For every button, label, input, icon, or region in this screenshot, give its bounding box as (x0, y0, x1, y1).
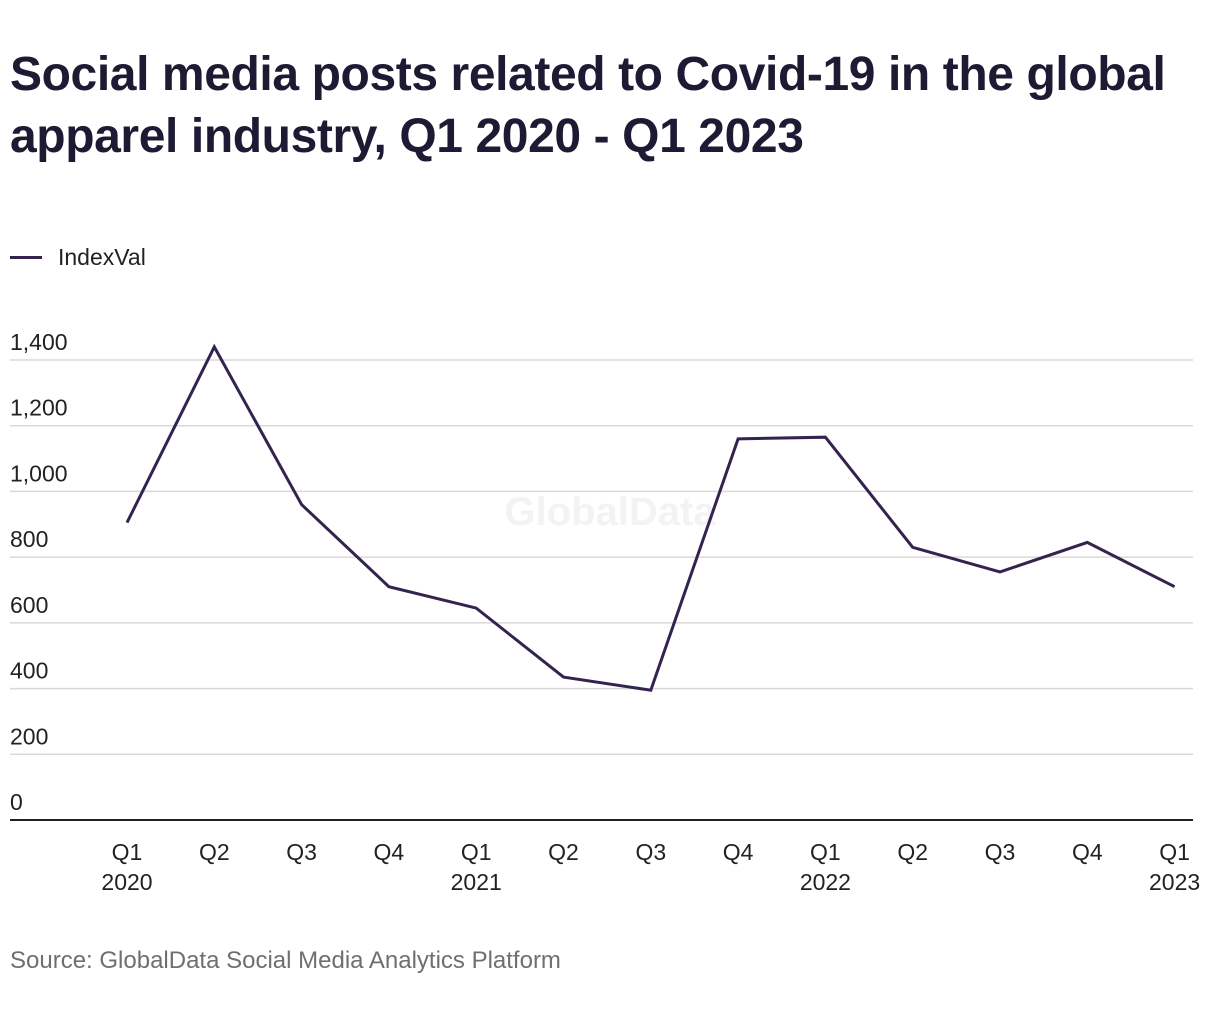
y-tick-label: 200 (10, 723, 48, 749)
legend-label-indexval: IndexVal (58, 243, 146, 270)
x-tick-year-label: 2021 (451, 869, 502, 895)
legend-line-swatch (10, 255, 42, 259)
x-tick-label: Q1 (112, 839, 143, 865)
x-tick-year-label: 2023 (1149, 869, 1200, 895)
x-tick-label: Q2 (199, 839, 230, 865)
watermark: GlobalData (504, 490, 716, 534)
x-tick-label: Q1 (461, 839, 492, 865)
line-chart: GlobalData 02004006008001,0001,2001,400 … (10, 329, 1200, 895)
x-tick-label: Q1 (810, 839, 841, 865)
y-tick-label: 800 (10, 526, 48, 552)
series (125, 343, 1176, 692)
x-tick-label: Q3 (286, 839, 317, 865)
x-tick-year-label: 2020 (101, 869, 152, 895)
y-tick-label: 0 (10, 789, 23, 815)
series-line-indexval (125, 343, 1176, 692)
y-tick-label: 600 (10, 592, 48, 618)
gridlines (10, 359, 1193, 756)
chart-title: Social media posts related to Covid-19 i… (10, 48, 1166, 163)
y-tick-label: 1,200 (10, 395, 68, 421)
x-tick-label: Q1 (1159, 839, 1190, 865)
x-tick-label: Q4 (374, 839, 405, 865)
x-tick-label: Q2 (548, 839, 579, 865)
x-tick-label: Q2 (897, 839, 928, 865)
legend: IndexVal (10, 243, 146, 271)
y-tick-label: 1,400 (10, 329, 68, 355)
y-tick-label: 1,000 (10, 460, 68, 486)
x-tick-label: Q4 (1072, 839, 1103, 865)
x-axis-ticks: Q1 2020 Q2 Q3 Q4 Q1 2021 Q2 Q3 Q4 Q1 2022 Q2 Q3 Q4 Q1 20… (101, 839, 1200, 895)
y-axis-ticks: 0 200 400 600 800 1,000 1,200 1,400 (10, 329, 68, 815)
x-tick-label: Q3 (635, 839, 666, 865)
x-tick-label: Q3 (985, 839, 1016, 865)
x-tick-year-label: 2022 (800, 869, 851, 895)
source-note: Source: GlobalData Social Media Analytic… (10, 947, 561, 974)
x-tick-label: Q4 (723, 839, 754, 865)
y-tick-label: 400 (10, 658, 48, 684)
